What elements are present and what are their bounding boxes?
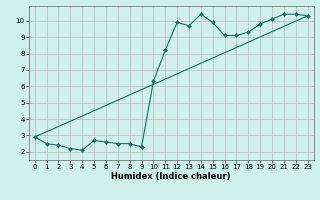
X-axis label: Humidex (Indice chaleur): Humidex (Indice chaleur) [111,172,231,181]
